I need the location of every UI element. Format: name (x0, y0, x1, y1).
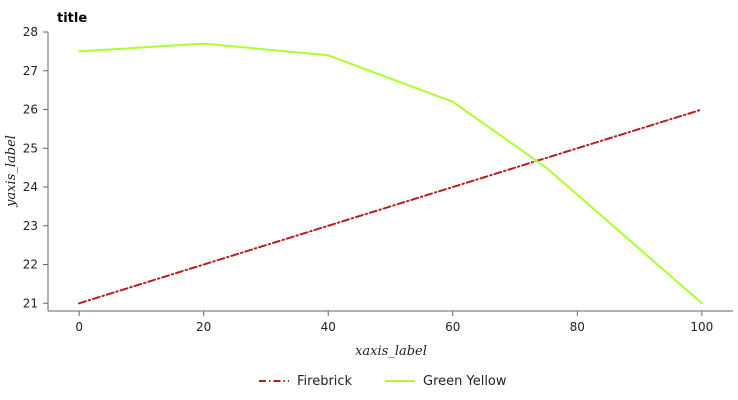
x-tick-label: 60 (445, 320, 460, 334)
legend: Firebrick Green Yellow (259, 374, 507, 389)
y-tick-label: 26 (23, 103, 38, 117)
y-tick-label: 22 (23, 258, 38, 272)
legend-label-firebrick: Firebrick (297, 374, 353, 389)
x-tick-label: 100 (690, 320, 713, 334)
x-tick-label: 20 (196, 320, 211, 334)
x-tick-label: 0 (75, 320, 83, 334)
y-tick-label: 21 (23, 296, 38, 310)
series-layer (78, 42, 703, 305)
y-tick-label: 23 (23, 219, 38, 233)
x-tick-label: 40 (321, 320, 336, 334)
series-line-green-yellow (78, 42, 703, 305)
y-tick-label: 27 (23, 64, 38, 78)
y-tick-label: 25 (23, 141, 38, 155)
x-tick-label: 80 (570, 320, 585, 334)
x-axis-label: xaxis_label (355, 344, 427, 359)
axes: 0 20 40 60 80 100 21 22 23 24 25 26 27 28 (23, 25, 733, 334)
y-tick-label: 28 (23, 25, 38, 39)
series-line-firebrick (78, 108, 703, 305)
chart-title: title (57, 11, 87, 26)
legend-label-green-yellow: Green Yellow (423, 374, 507, 389)
y-axis-label: yaxis_label (4, 135, 19, 208)
y-tick-label: 24 (23, 180, 38, 194)
